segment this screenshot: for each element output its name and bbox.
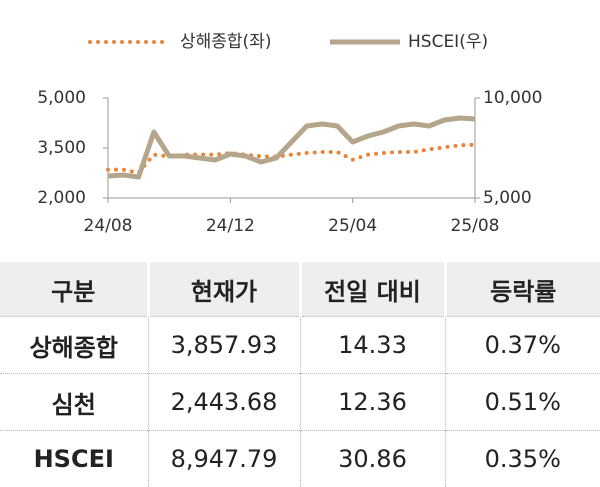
table-cell: HSCEI xyxy=(0,431,148,487)
header-cell: 구분 xyxy=(0,262,148,317)
table-cell: 3,857.93 xyxy=(148,317,300,374)
table-cell: 0.35% xyxy=(445,431,600,487)
header-cell: 등락률 xyxy=(445,262,600,317)
legend-label: 상해종합(좌) xyxy=(180,32,271,52)
x-tick-label: 24/08 xyxy=(84,216,133,236)
x-tick-label: 24/12 xyxy=(206,216,255,236)
table-cell: 2,443.68 xyxy=(148,374,300,431)
x-tick-label: 25/08 xyxy=(451,216,500,236)
y-tick-label: 5,000 xyxy=(37,88,86,108)
table-cell: 상해종합 xyxy=(0,317,148,374)
table-cell: 30.86 xyxy=(300,431,445,487)
y2-tick-label: 5,000 xyxy=(483,188,532,208)
table-cell: 14.33 xyxy=(300,317,445,374)
header-cell: 전일 대비 xyxy=(300,262,445,317)
table-cell: 심천 xyxy=(0,374,148,431)
chart: 2,000 3,500 5,000 5,000 10,000 24/08 24/12 25/0… xyxy=(0,0,600,262)
y2-tick-label: 10,000 xyxy=(483,88,542,108)
legend-label: HSCEI(우) xyxy=(408,32,488,52)
table-cell: 0.37% xyxy=(445,317,600,374)
y-tick-label: 2,000 xyxy=(37,188,86,208)
series-line xyxy=(108,118,475,177)
y-tick-label: 3,500 xyxy=(37,138,86,158)
table-cell: 12.36 xyxy=(300,374,445,431)
table-cell: 8,947.79 xyxy=(148,431,300,487)
header-cell: 현재가 xyxy=(148,262,300,317)
x-tick-label: 25/04 xyxy=(328,216,377,236)
table-cell: 0.51% xyxy=(445,374,600,431)
